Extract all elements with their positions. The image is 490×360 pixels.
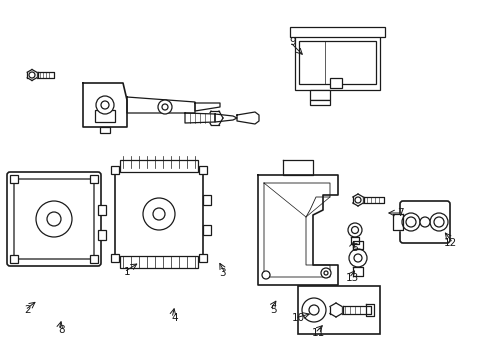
Circle shape (324, 271, 328, 275)
Circle shape (406, 217, 416, 227)
Circle shape (420, 217, 430, 227)
Polygon shape (264, 183, 330, 277)
Circle shape (162, 104, 168, 110)
Circle shape (309, 305, 319, 315)
Text: 8: 8 (59, 325, 65, 335)
Bar (299, 41, 376, 84)
Bar (203, 195, 211, 205)
Circle shape (153, 208, 165, 220)
Bar (199, 166, 207, 174)
Bar (90, 255, 98, 263)
Text: 10: 10 (292, 313, 305, 323)
Circle shape (36, 201, 72, 237)
Polygon shape (127, 97, 195, 113)
Circle shape (158, 100, 172, 114)
Circle shape (29, 72, 35, 78)
Circle shape (143, 198, 175, 230)
Bar (98, 205, 106, 215)
Bar (120, 256, 198, 268)
Bar (115, 170, 203, 258)
Polygon shape (393, 214, 403, 230)
Text: 6: 6 (352, 243, 358, 253)
Bar (199, 254, 207, 262)
Text: 2: 2 (24, 305, 31, 315)
Text: 7: 7 (397, 208, 403, 218)
Polygon shape (353, 241, 363, 249)
Bar (111, 166, 119, 174)
Circle shape (96, 96, 114, 114)
Bar (90, 175, 98, 183)
Text: 9: 9 (290, 37, 296, 47)
Circle shape (349, 249, 367, 267)
FancyBboxPatch shape (400, 201, 450, 243)
Polygon shape (351, 237, 359, 244)
Circle shape (355, 197, 361, 203)
Polygon shape (353, 267, 363, 276)
Bar (10, 175, 18, 183)
Circle shape (47, 212, 61, 226)
Circle shape (101, 101, 109, 109)
Polygon shape (185, 113, 215, 123)
Polygon shape (38, 72, 54, 78)
Text: 11: 11 (311, 328, 325, 338)
Polygon shape (258, 175, 338, 285)
Text: 3: 3 (219, 268, 225, 278)
Bar (120, 160, 198, 172)
Bar (330, 78, 342, 88)
Bar (203, 225, 211, 235)
Polygon shape (237, 112, 259, 124)
Polygon shape (364, 197, 384, 203)
Circle shape (402, 213, 420, 231)
Polygon shape (83, 83, 127, 127)
Circle shape (262, 271, 270, 279)
Circle shape (434, 217, 444, 227)
Polygon shape (283, 160, 313, 175)
Bar (95, 110, 115, 122)
Polygon shape (366, 304, 374, 316)
Polygon shape (215, 114, 237, 122)
Polygon shape (195, 103, 220, 111)
Bar (100, 127, 110, 133)
Text: 5: 5 (270, 305, 276, 315)
Bar (310, 90, 330, 100)
Polygon shape (343, 306, 371, 314)
Text: 13: 13 (345, 273, 359, 283)
Circle shape (348, 223, 362, 237)
Bar (10, 255, 18, 263)
FancyBboxPatch shape (14, 179, 94, 259)
Bar (310, 100, 330, 105)
Circle shape (302, 298, 326, 322)
Circle shape (430, 213, 448, 231)
Bar (98, 230, 106, 240)
Bar (295, 35, 380, 90)
Text: 12: 12 (443, 238, 457, 248)
Bar (111, 254, 119, 262)
Bar (290, 27, 385, 37)
Text: 1: 1 (123, 267, 130, 277)
Text: 4: 4 (172, 313, 178, 323)
Circle shape (351, 226, 359, 234)
Circle shape (354, 254, 362, 262)
FancyBboxPatch shape (7, 172, 101, 266)
Circle shape (321, 268, 331, 278)
Bar (298, 286, 380, 334)
